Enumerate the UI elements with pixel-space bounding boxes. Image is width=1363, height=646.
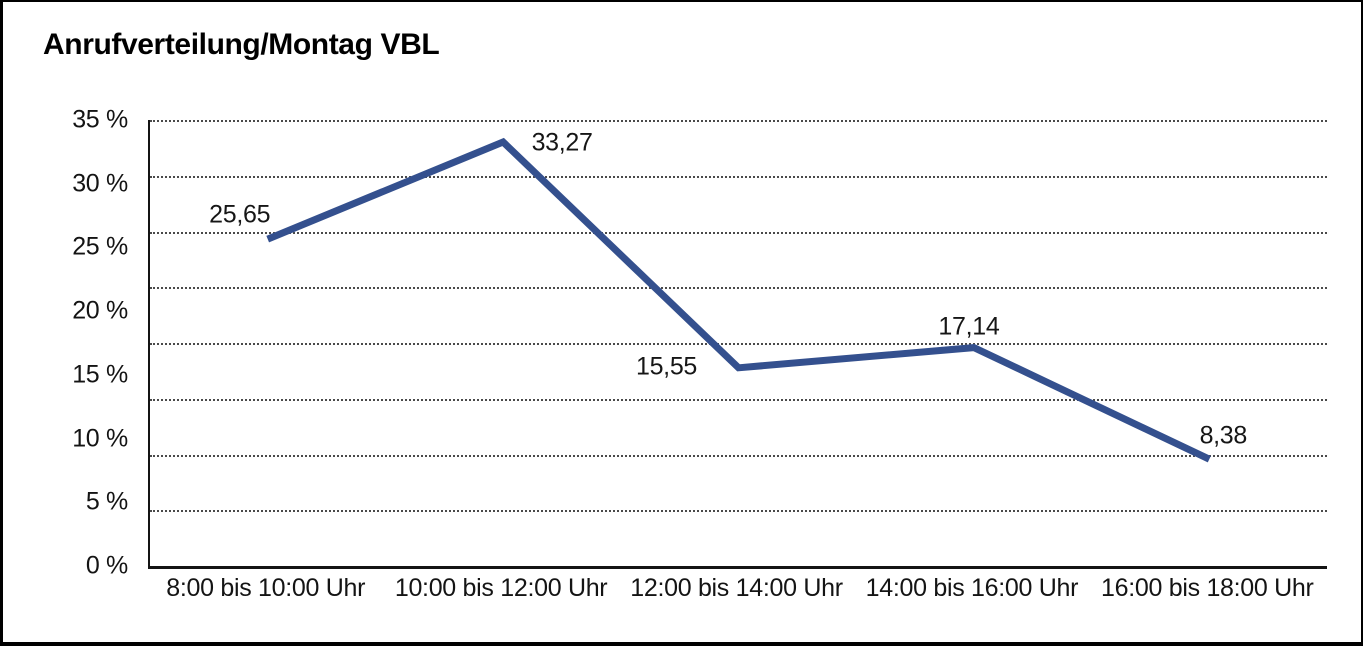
chart-title: Anrufverteilung/Montag VBL bbox=[43, 28, 440, 61]
gridline bbox=[150, 175, 1327, 178]
data-point-label: 17,14 bbox=[938, 311, 1000, 340]
data-point-label: 8,38 bbox=[1199, 421, 1248, 450]
x-category-label: 8:00 bis 10:00 Uhr bbox=[166, 574, 366, 602]
gridline bbox=[150, 231, 1327, 234]
y-tick-label: 10 % bbox=[72, 423, 128, 452]
x-category-label: 16:00 bis 18:00 Uhr bbox=[1101, 574, 1314, 602]
x-category-label: 14:00 bis 16:00 Uhr bbox=[865, 574, 1079, 602]
gridline bbox=[150, 343, 1327, 345]
y-tick-label: 15 % bbox=[72, 360, 128, 389]
x-category-label: 12:00 bis 14:00 Uhr bbox=[630, 574, 843, 602]
data-point-label: 25,65 bbox=[209, 200, 271, 229]
y-tick-label: 0 % bbox=[85, 551, 128, 580]
data-series-line bbox=[266, 137, 1211, 463]
gridline bbox=[150, 120, 1327, 122]
y-tick-label: 25 % bbox=[72, 232, 128, 261]
gridline bbox=[150, 454, 1327, 457]
line-series-svg bbox=[266, 137, 1211, 463]
y-tick-label: 5 % bbox=[85, 487, 128, 516]
data-point-label: 15,55 bbox=[635, 352, 698, 381]
x-category-label: 10:00 bis 12:00 Uhr bbox=[394, 574, 608, 602]
data-point-label: 33,27 bbox=[531, 128, 593, 157]
plot-area: 25,65 33,27 15,55 17,14 8,38 bbox=[148, 120, 1327, 569]
y-tick-label: 35 % bbox=[72, 105, 128, 134]
y-tick-label: 30 % bbox=[72, 168, 128, 197]
gridline bbox=[150, 287, 1327, 290]
gridline bbox=[150, 510, 1327, 513]
gridline bbox=[150, 398, 1327, 401]
y-tick-label: 20 % bbox=[72, 296, 128, 325]
